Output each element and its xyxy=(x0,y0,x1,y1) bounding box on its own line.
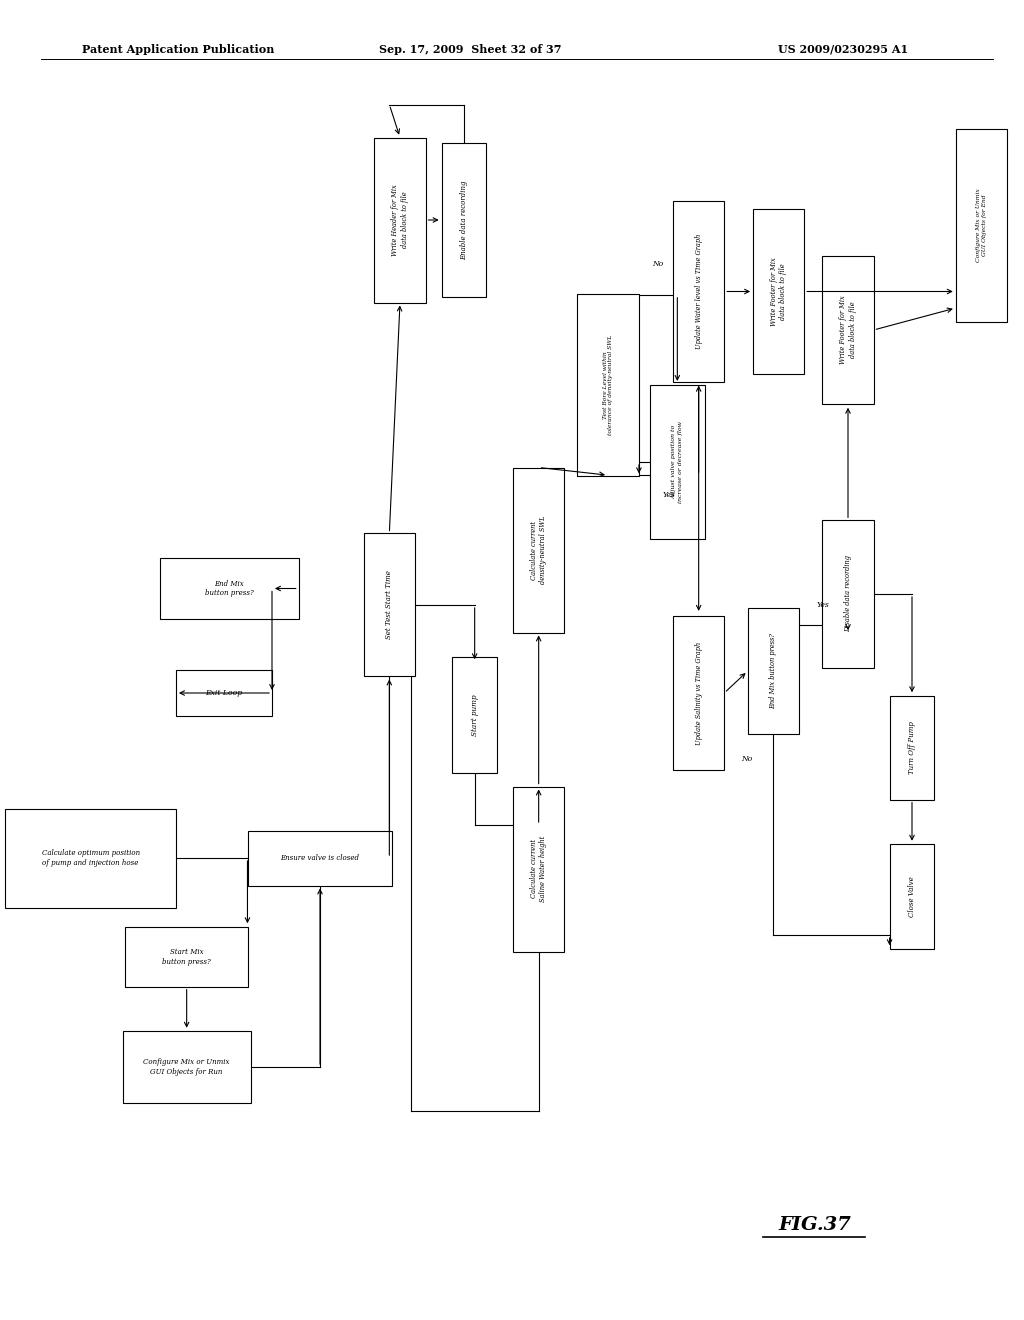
Bar xyxy=(364,533,415,676)
Bar xyxy=(748,607,799,734)
Text: Enable data recording: Enable data recording xyxy=(460,181,468,260)
Text: Yes: Yes xyxy=(663,491,675,499)
Bar xyxy=(375,137,426,302)
Text: Update Water level vs Time Graph: Update Water level vs Time Graph xyxy=(694,234,702,350)
Text: No: No xyxy=(741,755,753,763)
Text: Sep. 17, 2009  Sheet 32 of 37: Sep. 17, 2009 Sheet 32 of 37 xyxy=(379,44,561,54)
Text: End Mix
button press?: End Mix button press? xyxy=(205,579,254,597)
Text: FIG.37: FIG.37 xyxy=(778,1216,851,1234)
Bar xyxy=(125,927,248,987)
Bar xyxy=(513,467,564,632)
Bar xyxy=(5,808,176,908)
Text: No: No xyxy=(652,260,664,268)
Text: Patent Application Publication: Patent Application Publication xyxy=(82,44,274,54)
Bar xyxy=(441,143,486,297)
Bar xyxy=(890,845,934,949)
Text: Configure Mix or Unmix
GUI Objects for End: Configure Mix or Unmix GUI Objects for E… xyxy=(976,189,987,263)
Bar xyxy=(160,558,299,619)
Text: Start Mix
button press?: Start Mix button press? xyxy=(162,948,211,966)
Bar xyxy=(649,385,706,539)
Text: Configure Mix or Unmix
GUI Objects for Run: Configure Mix or Unmix GUI Objects for R… xyxy=(143,1059,230,1076)
Text: Write Footer for Mix
data block to file: Write Footer for Mix data block to file xyxy=(770,257,787,326)
Text: End Mix button press?: End Mix button press? xyxy=(769,634,777,709)
Text: Start pump: Start pump xyxy=(471,694,478,735)
Bar xyxy=(578,294,639,475)
Text: Close Valve: Close Valve xyxy=(908,876,916,917)
Text: Update Salinity vs Time Graph: Update Salinity vs Time Graph xyxy=(694,642,702,744)
Text: Calculate current
Saline Water height: Calculate current Saline Water height xyxy=(530,836,547,902)
Bar xyxy=(123,1031,251,1102)
Text: US 2009/0230295 A1: US 2009/0230295 A1 xyxy=(778,44,908,54)
Bar xyxy=(513,787,564,952)
Bar xyxy=(673,616,724,770)
Bar xyxy=(890,696,934,800)
Text: Turn Off Pump: Turn Off Pump xyxy=(908,722,916,775)
Bar xyxy=(822,256,873,404)
Text: Write Footer for Mix
data block to file: Write Footer for Mix data block to file xyxy=(840,296,857,364)
Text: Yes: Yes xyxy=(817,601,829,609)
Bar xyxy=(753,209,804,374)
Bar xyxy=(822,520,873,668)
Text: Calculate current
density-neutral SWL: Calculate current density-neutral SWL xyxy=(530,516,547,585)
Text: Test Bore Level within
tolerance of density-neutral SWL: Test Bore Level within tolerance of dens… xyxy=(602,335,613,436)
Bar xyxy=(248,830,392,886)
Text: Write Header for Mix
data block to file: Write Header for Mix data block to file xyxy=(391,183,409,256)
Text: Calculate optimum position
of pump and injection hose: Calculate optimum position of pump and i… xyxy=(42,849,139,867)
Bar xyxy=(955,129,1007,322)
Text: Set Test Start Time: Set Test Start Time xyxy=(385,570,393,639)
Bar xyxy=(673,201,724,383)
Bar xyxy=(453,657,497,772)
Text: Exit Loop: Exit Loop xyxy=(206,689,243,697)
Text: Adjust valve position to
increase or decrease flow: Adjust valve position to increase or dec… xyxy=(672,421,683,503)
Text: Disable data recording: Disable data recording xyxy=(844,556,852,632)
Bar xyxy=(176,671,272,715)
Text: Ensure valve is closed: Ensure valve is closed xyxy=(281,854,359,862)
